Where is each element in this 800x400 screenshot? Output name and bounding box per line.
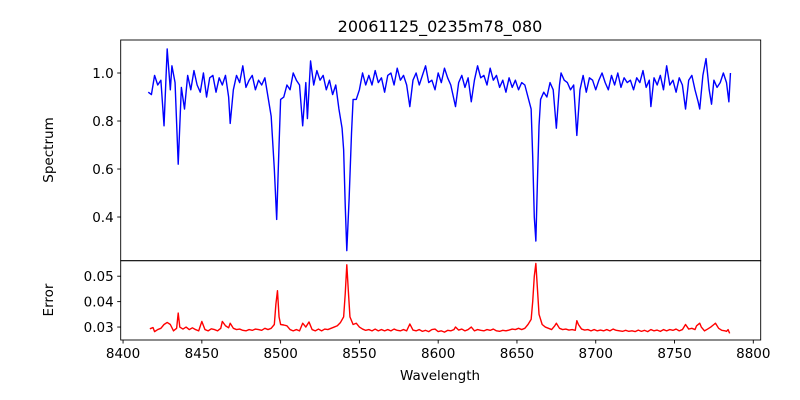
xtick-label: 8550 (342, 346, 376, 362)
spectrum-line (147, 48, 732, 252)
spectrum-ytick-label: 0.6 (92, 162, 113, 178)
xtick-label: 8450 (185, 346, 219, 362)
error-ytick-label: 0.04 (84, 294, 114, 310)
error-ytick-label: 0.03 (84, 320, 114, 336)
spectrum-ytick-label: 1.0 (92, 66, 113, 82)
error-panel: 0.03 0.04 0.05 8400 8450 8500 8550 8600 8650 8700… (84, 260, 770, 362)
spectrum-ytick-label: 0.4 (92, 210, 113, 226)
error-line (149, 262, 731, 334)
chart-title: 20061125_0235m78_080 (338, 17, 543, 37)
spectrum-panel: 0.4 0.6 0.8 1.0 (92, 39, 762, 262)
xtick-label: 8700 (579, 346, 613, 362)
spectrum-ylabel: Spectrum (41, 117, 57, 182)
wavelength-xlabel: Wavelength (400, 368, 480, 384)
spectrum-ytick-label: 0.8 (92, 114, 113, 130)
error-axes-frame (120, 260, 762, 341)
error-ytick-label: 0.05 (84, 269, 114, 285)
xtick-label: 8800 (736, 346, 770, 362)
error-ylabel: Error (41, 283, 57, 316)
xtick-label: 8750 (657, 346, 691, 362)
xtick-label: 8400 (106, 346, 140, 362)
xtick-label: 8650 (500, 346, 534, 362)
xtick-label: 8600 (421, 346, 455, 362)
xtick-label: 8500 (263, 346, 297, 362)
